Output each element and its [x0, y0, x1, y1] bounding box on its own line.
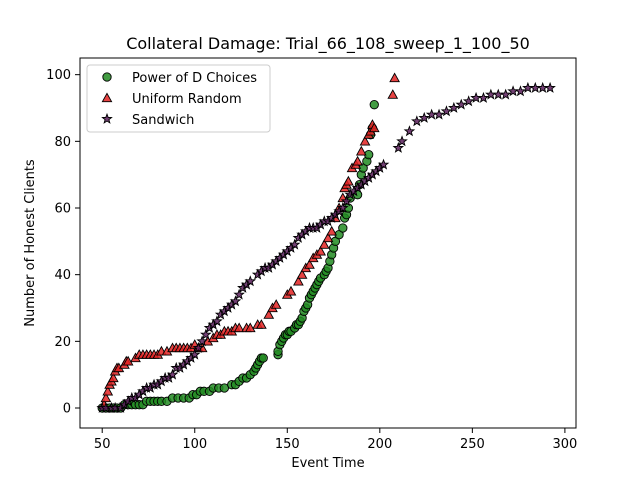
data-point [192, 341, 205, 353]
x-axis-label: Event Time [291, 456, 364, 471]
data-point [270, 299, 282, 309]
x-axis: 50 100 150 200 250 300 [94, 428, 577, 452]
legend-marker [102, 72, 112, 82]
chart-title: Collateral Damage: Trial_66_108_sweep_1_… [126, 34, 530, 54]
data-point [440, 105, 453, 117]
data-point [100, 392, 112, 403]
data-point [418, 111, 431, 123]
data-point [166, 368, 179, 380]
data-point [229, 295, 242, 307]
data-point [122, 355, 134, 366]
data-point [403, 125, 416, 137]
x-tick-label: 200 [367, 437, 392, 452]
data-point [233, 288, 245, 300]
legend-entry-sandwich: Sandwich [101, 112, 194, 128]
data-point [188, 348, 201, 360]
data-point [337, 201, 349, 213]
data-point [244, 275, 257, 287]
data-point [544, 81, 556, 93]
data-point [107, 372, 119, 383]
legend-marker [101, 112, 113, 124]
data-point [359, 135, 371, 146]
series-sandwich [96, 81, 556, 413]
x-tick-label: 100 [182, 437, 207, 452]
data-point [326, 225, 338, 236]
y-tick-label: 80 [54, 135, 71, 150]
x-tick-label: 300 [552, 437, 577, 452]
data-point [492, 88, 505, 100]
data-point [368, 122, 380, 133]
y-tick-label: 100 [46, 68, 71, 83]
data-point [315, 245, 326, 256]
data-point [529, 81, 542, 93]
data-point [342, 175, 354, 186]
data-point [340, 195, 353, 207]
data-point [433, 108, 445, 120]
data-point [396, 135, 408, 147]
y-tick-label: 0 [63, 402, 71, 417]
legend: Power of D Choices Uniform Random Sandwich [86, 64, 271, 133]
data-point [200, 328, 212, 340]
plot-frame [79, 57, 577, 429]
data-point [338, 223, 348, 233]
legend-label: Uniform Random [132, 92, 242, 107]
data-point [263, 309, 275, 319]
data-point [211, 315, 223, 327]
data-point [288, 238, 301, 250]
data-point [387, 89, 399, 99]
y-tick-label: 20 [54, 335, 71, 350]
data-point [377, 158, 390, 170]
data-point [318, 239, 330, 249]
data-point [477, 91, 490, 103]
legend-entry-power-of-d-choices: Power of D Choices [102, 71, 257, 86]
data-point [258, 353, 268, 363]
data-point [256, 319, 267, 329]
data-point [293, 275, 304, 286]
series-power-of-d-choices [97, 100, 379, 413]
data-point [455, 98, 468, 110]
data-point [244, 322, 256, 333]
legend-label: Sandwich [132, 113, 194, 128]
y-tick-label: 40 [54, 268, 71, 283]
x-tick-label: 150 [275, 437, 300, 452]
data-point [536, 81, 549, 93]
data-point [369, 100, 379, 110]
data-point [448, 101, 460, 113]
data-point [233, 322, 245, 333]
data-point [322, 232, 334, 243]
x-tick-label: 50 [94, 437, 111, 452]
x-tick-label: 250 [460, 437, 485, 452]
data-point [355, 145, 367, 156]
data-point [196, 335, 208, 347]
data-point [285, 285, 297, 296]
data-point [352, 155, 363, 166]
data-point [304, 259, 315, 269]
y-axis-label: Number of Honest Clients [23, 159, 38, 327]
data-point [411, 115, 423, 127]
y-tick-label: 60 [54, 202, 71, 217]
data-point [514, 85, 527, 97]
legend-label: Power of D Choices [132, 71, 257, 86]
legend-box [86, 64, 271, 133]
data-point [392, 141, 405, 153]
y-axis: 0 20 40 60 80 100 [46, 68, 80, 417]
legend-marker [101, 92, 113, 103]
data-point [462, 95, 475, 107]
data-point [296, 269, 308, 279]
legend-entry-uniform-random: Uniform Random [101, 92, 242, 107]
data-point [389, 72, 400, 83]
data-point [102, 385, 114, 396]
data-point [499, 88, 512, 100]
plot-area [96, 72, 556, 413]
